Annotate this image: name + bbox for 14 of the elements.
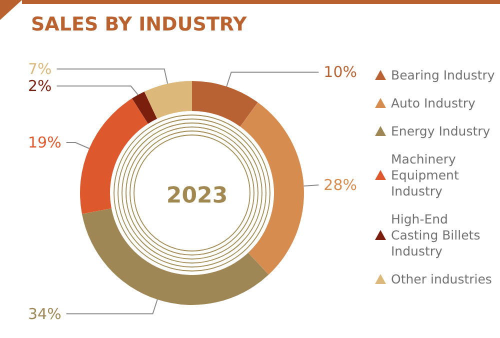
legend-label: Other industries — [391, 272, 492, 286]
legend-label: High-End Casting Billets Industry — [391, 212, 484, 258]
data-label: 7% — [28, 60, 52, 78]
legend-label: Bearing Industry — [391, 68, 496, 82]
text: 2023 — [166, 184, 228, 208]
data-label: 34% — [28, 304, 62, 323]
data-label: 2% — [28, 77, 52, 96]
chart-title: SALES BY INDUSTRY — [31, 14, 247, 36]
legend-label: Auto Industry — [391, 96, 476, 110]
legend-label: Energy Industry — [391, 124, 491, 138]
data-label: 19% — [28, 134, 62, 152]
legend-label: Machinery Equipment Industry — [391, 152, 463, 198]
data-label: 28% — [324, 176, 357, 194]
data-label: 10% — [324, 63, 357, 82]
